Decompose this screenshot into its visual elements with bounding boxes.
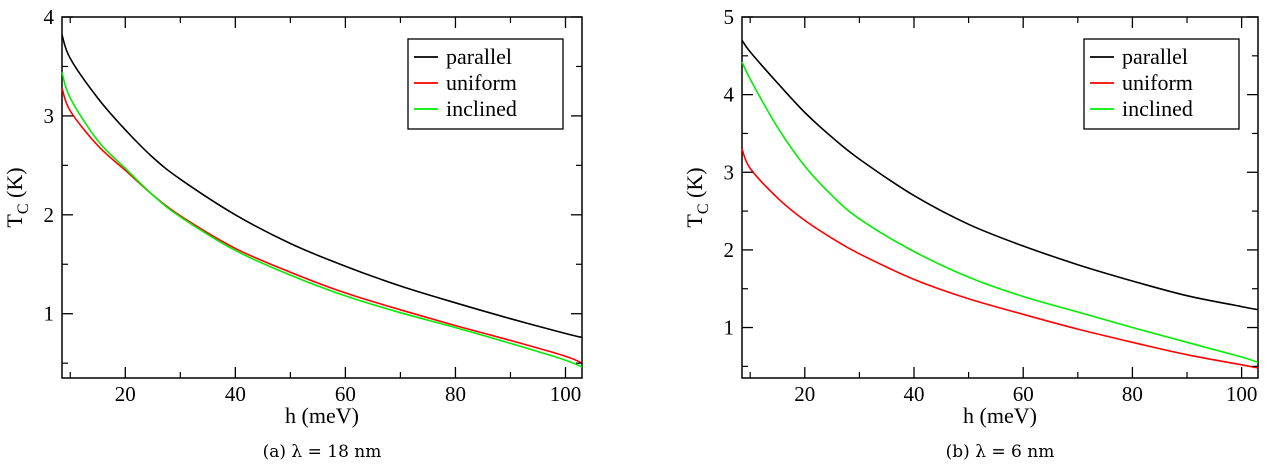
series-lines [61,34,583,368]
plot-frame [741,16,1259,379]
plot-frame [61,16,583,379]
series-line-parallel [741,39,1259,311]
y-tick-label: 1 [44,302,55,326]
axis-ticks: 20 40 60 80 100 1 2 3 4 [44,5,582,406]
x-tick-label: 60 [335,382,356,406]
x-tick-label: 40 [904,382,925,406]
x-tick-label: 80 [1122,382,1143,406]
caption-b: (b) λ = 6 nm [946,442,1055,462]
legend-label: parallel [446,44,512,69]
axis-ticks: 20 40 60 80 100 1 2 3 4 5 [724,5,1258,406]
y-axis-label-main: T [682,214,707,228]
caption-a: (a) λ = 18 nm [263,442,382,462]
legend-label: uniform [446,70,517,95]
x-axis-label: h (meV) [285,403,359,428]
x-tick-label: 20 [115,382,136,406]
legend-label: inclined [1122,96,1193,121]
y-axis-label-sub: C [695,203,712,214]
x-tick-label: 40 [225,382,246,406]
y-tick-label: 5 [724,5,735,29]
legend-label: inclined [446,96,517,121]
y-tick-label: 4 [44,5,55,29]
x-tick-label: 100 [1226,382,1258,406]
y-tick-label: 1 [724,316,735,340]
y-axis-label-main: T [2,214,27,228]
legend-label: parallel [1122,44,1188,69]
legend-box [1083,38,1240,130]
y-tick-label: 3 [44,104,55,128]
series-line-inclined [61,72,583,368]
y-tick-label: 2 [44,203,55,227]
series-line-inclined [741,61,1259,364]
series-line-uniform [61,87,583,364]
y-axis-label: TC (K) [682,167,712,227]
y-axis-label-sub: C [15,203,32,214]
y-axis-label: TC (K) [2,167,32,227]
series-lines [741,39,1259,369]
x-tick-label: 80 [445,382,466,406]
x-axis-label: h (meV) [963,403,1037,428]
y-tick-label: 2 [724,238,735,262]
legend-box [407,38,564,130]
y-axis-label-unit: (K) [682,167,707,203]
chart-panel-b: 20 40 60 80 100 1 2 3 4 5 h (meV) TC (K) parallel… [682,5,1259,462]
series-line-parallel [61,34,583,339]
x-tick-label: 100 [550,382,582,406]
chart-panel-a: 20 40 60 80 100 1 2 3 4 h (meV) TC (K) parallelu… [2,5,583,462]
y-tick-label: 4 [724,83,735,107]
legend-label: uniform [1122,70,1193,95]
y-axis-label-unit: (K) [2,167,27,203]
x-tick-label: 20 [794,382,815,406]
x-tick-label: 60 [1013,382,1034,406]
series-line-uniform [741,148,1259,369]
y-tick-label: 3 [724,160,735,184]
